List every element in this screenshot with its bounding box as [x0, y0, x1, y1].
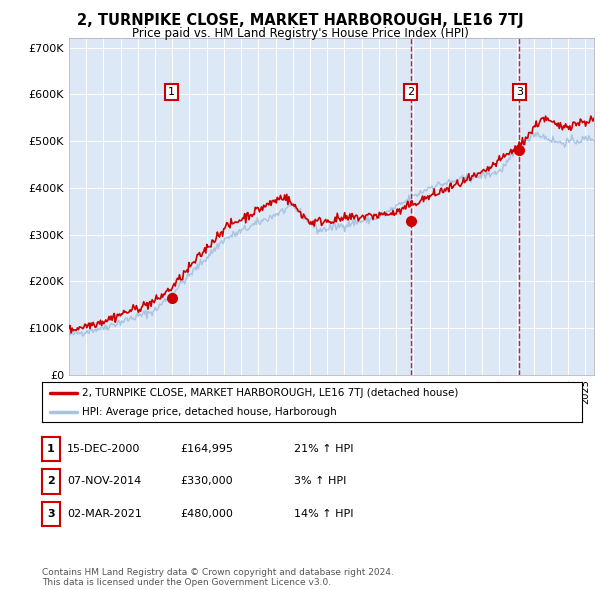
- Text: HPI: Average price, detached house, Harborough: HPI: Average price, detached house, Harb…: [83, 407, 337, 417]
- Text: 2, TURNPIKE CLOSE, MARKET HARBOROUGH, LE16 7TJ: 2, TURNPIKE CLOSE, MARKET HARBOROUGH, LE…: [77, 13, 523, 28]
- Text: 3% ↑ HPI: 3% ↑ HPI: [294, 477, 346, 486]
- Text: 2: 2: [47, 477, 55, 486]
- Text: 3: 3: [516, 87, 523, 97]
- Text: 21% ↑ HPI: 21% ↑ HPI: [294, 444, 353, 454]
- Text: 2, TURNPIKE CLOSE, MARKET HARBOROUGH, LE16 7TJ (detached house): 2, TURNPIKE CLOSE, MARKET HARBOROUGH, LE…: [83, 388, 459, 398]
- Text: £480,000: £480,000: [180, 509, 233, 519]
- Text: Contains HM Land Registry data © Crown copyright and database right 2024.
This d: Contains HM Land Registry data © Crown c…: [42, 568, 394, 587]
- Text: £330,000: £330,000: [180, 477, 233, 486]
- Text: Price paid vs. HM Land Registry's House Price Index (HPI): Price paid vs. HM Land Registry's House …: [131, 27, 469, 40]
- Text: £164,995: £164,995: [180, 444, 233, 454]
- Text: 1: 1: [168, 87, 175, 97]
- Text: 2: 2: [407, 87, 414, 97]
- Text: 07-NOV-2014: 07-NOV-2014: [67, 477, 142, 486]
- Text: 1: 1: [47, 444, 55, 454]
- Text: 02-MAR-2021: 02-MAR-2021: [67, 509, 142, 519]
- Text: 3: 3: [47, 509, 55, 519]
- Text: 14% ↑ HPI: 14% ↑ HPI: [294, 509, 353, 519]
- Text: 15-DEC-2000: 15-DEC-2000: [67, 444, 140, 454]
